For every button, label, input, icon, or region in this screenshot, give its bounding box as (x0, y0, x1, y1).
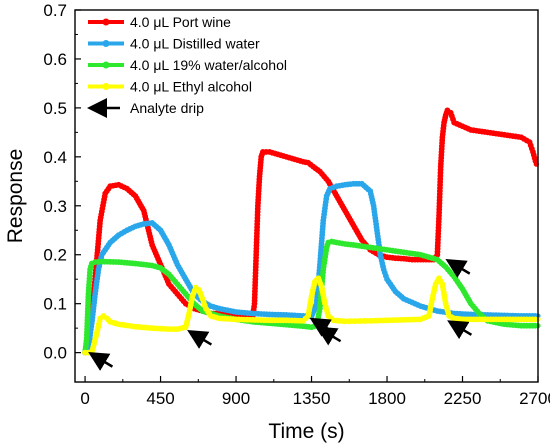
legend-item-ethyl-alcohol: 4.0 μL Ethyl alcohol (88, 79, 252, 95)
series-4-0-l-distilled-water (82, 180, 541, 356)
y-tick-label: 0.0 (43, 344, 67, 363)
legend-marker-symbol (102, 61, 110, 69)
analyte-drip-arrow (88, 352, 114, 371)
x-axis-title: Time (s) (268, 420, 344, 443)
plot-frame (74, 9, 539, 383)
legend-label: 4.0 μL 19% water/alcohol (130, 57, 287, 73)
legend-item-distilled-water: 4.0 μL Distilled water (88, 36, 260, 52)
legend-marker-symbol (102, 18, 110, 26)
x-tick-label: 450 (146, 389, 174, 408)
x-tick-label: 0 (80, 389, 89, 408)
legend-item-port-wine: 4.0 μL Port wine (88, 14, 231, 30)
x-tick-label: 2250 (444, 389, 482, 408)
series-layer (82, 107, 541, 356)
legend-label: 4.0 μL Port wine (130, 14, 231, 30)
y-tick-label: 0.1 (43, 295, 67, 314)
legend-marker-symbol (102, 83, 110, 90)
legend-item-water-alcohol: 4.0 μL 19% water/alcohol (88, 57, 287, 73)
y-tick-label: 0.2 (43, 246, 67, 265)
y-tick-label: 0.6 (43, 50, 67, 69)
y-tick-label: 0.7 (43, 1, 67, 20)
analyte-drip-arrow (447, 320, 473, 340)
analyte-drip-arrow (316, 326, 342, 346)
legend: 4.0 μL Port wine 4.0 μL Distilled water … (87, 14, 287, 118)
x-tick-label: 1350 (293, 389, 331, 408)
analyte-drip-arrow (445, 259, 471, 278)
legend-label: 4.0 μL Ethyl alcohol (130, 79, 252, 95)
legend-item-analyte-drip: Analyte drip (87, 98, 204, 118)
legend-marker-symbol (102, 40, 110, 47)
legend-label: 4.0 μL Distilled water (130, 36, 260, 52)
analyte-drip-arrows (88, 259, 473, 371)
x-tick-label: 900 (222, 389, 250, 408)
legend-label: Analyte drip (130, 100, 204, 116)
y-tick-label: 0.3 (43, 197, 67, 216)
x-tick-label: 1800 (368, 389, 406, 408)
y-tick-label: 0.5 (43, 99, 67, 118)
y-tick-label: 0.4 (43, 148, 67, 167)
y-axis-title: Response (4, 149, 27, 244)
analyte-drip-arrow (187, 330, 213, 349)
